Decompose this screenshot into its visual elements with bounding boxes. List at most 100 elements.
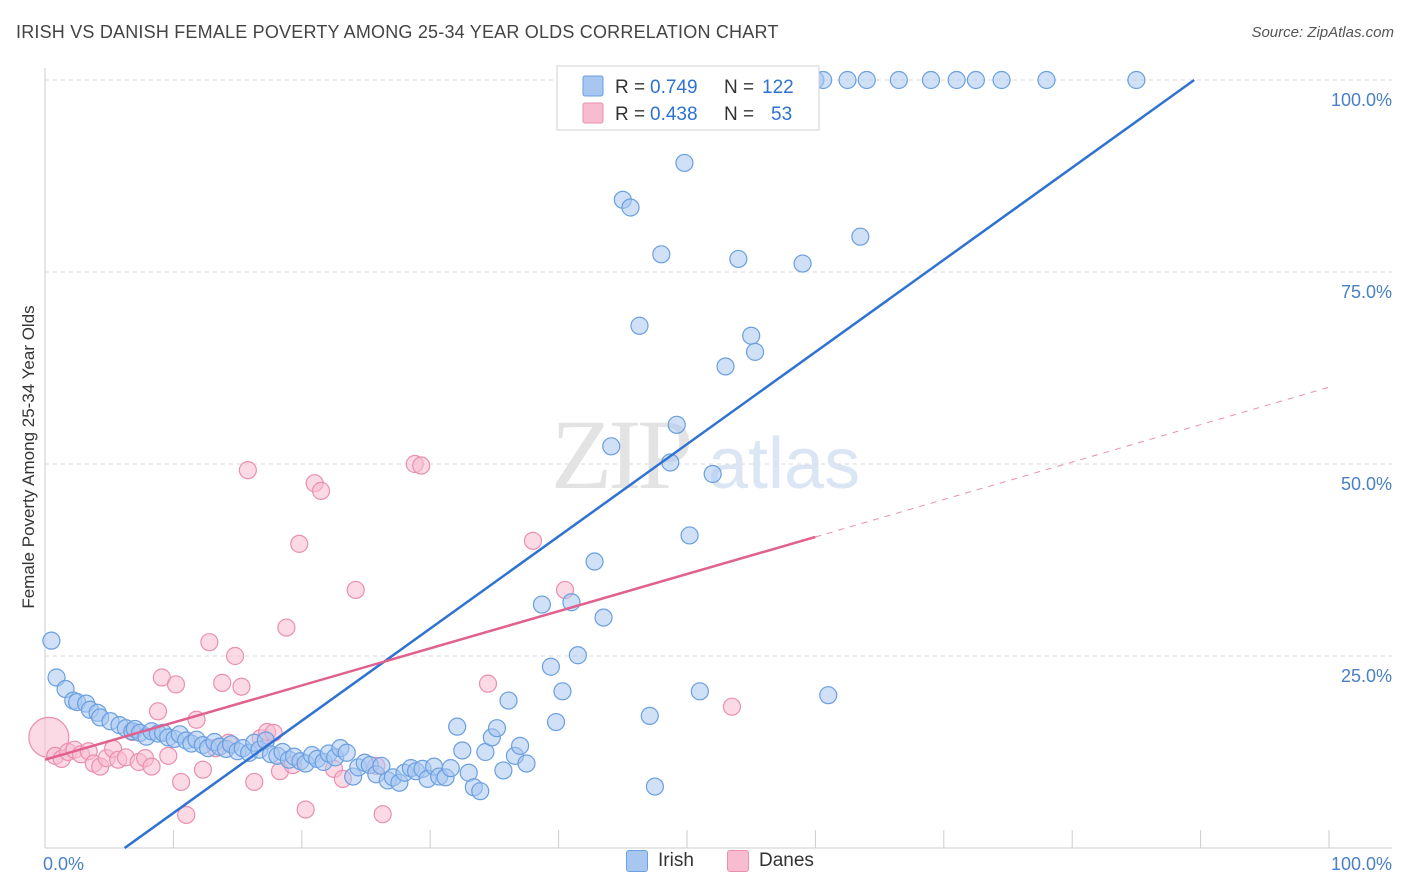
point-irish-0 (42, 631, 61, 650)
point-irish-99 (675, 153, 694, 173)
point-danes-40 (296, 800, 315, 819)
point-irish-125 (992, 70, 1011, 90)
point-irish-95 (645, 777, 665, 796)
grid (45, 79, 1392, 657)
trend-extension-danes (815, 386, 1330, 538)
point-irish-80 (510, 736, 530, 755)
point-irish-107 (793, 254, 812, 273)
point-danes-22 (177, 805, 196, 825)
point-danes-32 (245, 772, 264, 792)
point-danes-39 (290, 534, 309, 553)
point-danes-37 (277, 618, 296, 637)
x-tick-label-100: 100.0% (1331, 854, 1392, 874)
point-irish-78 (499, 691, 518, 710)
point-danes-47 (373, 805, 392, 824)
point-irish-87 (568, 646, 587, 665)
legend-r-value-irish: 0.749 (650, 77, 698, 98)
point-irish-100 (680, 526, 699, 545)
point-irish-88 (585, 552, 604, 571)
series-legend: Irish Danes (0, 850, 1406, 880)
legend-n-value-irish: 122 (762, 77, 794, 98)
point-irish-77 (494, 761, 513, 780)
legend-item-danes[interactable]: Danes (727, 850, 814, 872)
point-irish-76 (487, 719, 507, 738)
point-danes-45 (346, 580, 365, 600)
point-irish-92 (621, 198, 640, 217)
point-irish-84 (546, 712, 566, 732)
point-irish-126 (1037, 70, 1056, 90)
point-irish-90 (602, 437, 621, 456)
point-irish-102 (703, 464, 722, 484)
source-credit: Source: ZipAtlas.com (1251, 24, 1394, 41)
watermark-atlas: atlas (708, 424, 860, 504)
legend-item-irish[interactable]: Irish (626, 850, 694, 872)
point-danes-51 (523, 531, 543, 550)
point-danes-49 (412, 456, 431, 475)
point-danes-53 (722, 697, 742, 716)
point-irish-104 (729, 249, 748, 269)
legend-label-danes: Danes (759, 850, 814, 871)
point-danes-27 (213, 673, 232, 692)
points (28, 70, 1146, 825)
legend-r-label-danes: R = (615, 104, 645, 125)
point-irish-101 (690, 682, 709, 701)
point-irish-103 (716, 357, 735, 376)
trend-line-danes (44, 535, 816, 761)
point-irish-122 (921, 70, 941, 90)
point-irish-119 (838, 70, 857, 90)
trend-line-irish (123, 78, 1195, 850)
point-danes-19 (159, 746, 178, 765)
legend-n-label-irish: N = (724, 77, 754, 98)
x-tick-label-0: 0.0% (43, 854, 84, 874)
y-tick-label-75: 75.0% (1341, 282, 1392, 302)
point-danes-29 (225, 646, 245, 666)
point-danes-50 (478, 674, 498, 693)
point-danes-25 (200, 633, 219, 652)
correlation-legend: R = 0.749 N = 122 R = 0.438 N = 53 (556, 65, 820, 131)
point-danes-42 (311, 481, 331, 500)
point-irish-73 (471, 782, 490, 801)
point-irish-105 (742, 326, 761, 345)
y-tick-label-25: 25.0% (1341, 666, 1392, 686)
point-irish-68 (441, 759, 460, 778)
legend-swatch-irish (582, 75, 604, 97)
point-danes-20 (166, 675, 186, 694)
point-danes-30 (232, 677, 251, 696)
legend-r-label-irish: R = (615, 77, 645, 98)
watermark: ZIP atlas (551, 399, 860, 510)
point-irish-106 (745, 342, 765, 361)
point-irish-70 (453, 741, 472, 760)
point-irish-94 (640, 706, 659, 726)
point-irish-89 (594, 608, 613, 627)
point-irish-123 (947, 70, 966, 90)
point-irish-83 (541, 657, 560, 676)
legend-swatch-danes (582, 102, 604, 124)
point-irish-124 (966, 70, 986, 90)
point-irish-69 (448, 717, 467, 736)
trend-lines (44, 78, 1330, 850)
point-danes-16 (142, 757, 161, 776)
tick-labels: 25.0% 50.0% 75.0% 100.0% 0.0% 100.0% (43, 90, 1392, 874)
point-irish-98 (667, 415, 686, 434)
legend-n-label-danes: N = (724, 104, 754, 125)
point-irish-93 (630, 316, 649, 335)
point-danes-21 (172, 772, 191, 792)
point-irish-85 (553, 682, 572, 701)
point-irish-96 (652, 245, 671, 264)
point-danes-31 (238, 461, 257, 480)
point-danes-24 (193, 760, 213, 779)
point-irish-127 (1127, 70, 1146, 90)
point-danes-17 (148, 702, 168, 721)
y-tick-label-100: 100.0% (1331, 90, 1392, 110)
legend-swatch-danes-bottom (727, 850, 749, 872)
y-axis-label: Female Poverty Among 25-34 Year Olds (19, 305, 38, 608)
point-irish-121 (889, 70, 908, 90)
point-irish-120 (857, 70, 876, 90)
point-irish-108 (819, 686, 838, 705)
point-irish-82 (532, 595, 552, 614)
point-irish-50 (337, 743, 356, 762)
legend-label-irish: Irish (658, 850, 694, 871)
chart-title: IRISH VS DANISH FEMALE POVERTY AMONG 25-… (16, 22, 779, 42)
point-irish-81 (517, 754, 536, 773)
